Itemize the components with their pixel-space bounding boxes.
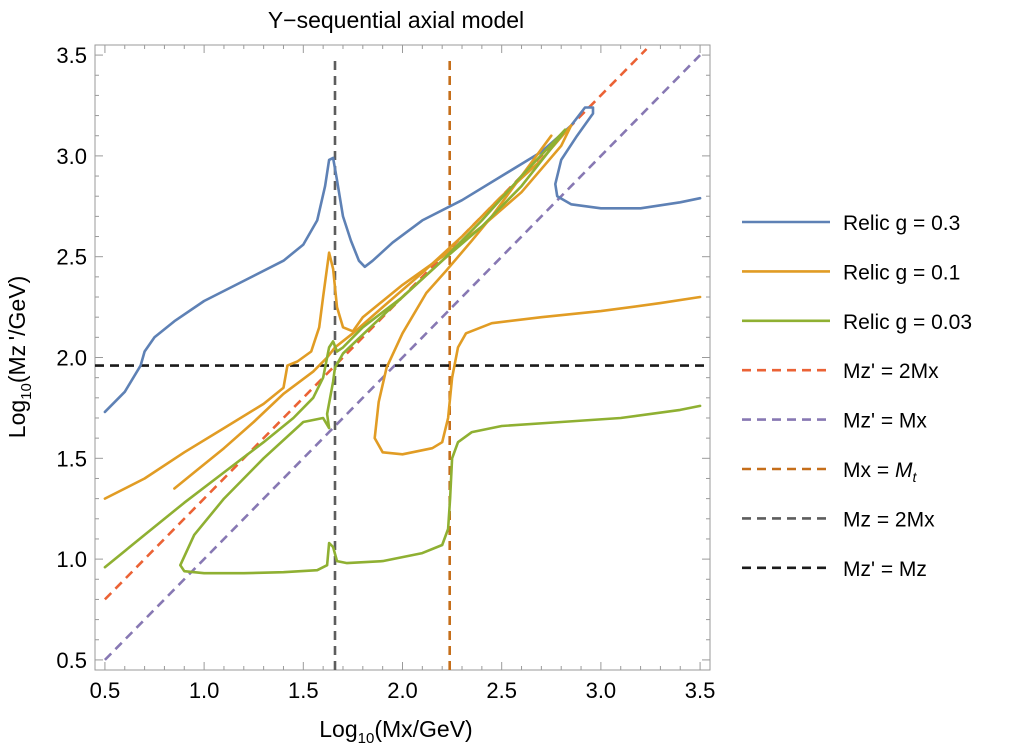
- y-tick-label: 2.5: [56, 245, 87, 270]
- x-tick-label: 2.5: [486, 678, 517, 703]
- legend-label-5: Mx = Mt: [843, 459, 917, 485]
- series-line-3-0: [103, 48, 648, 601]
- x-tick-label: 1.0: [189, 678, 220, 703]
- series-line-1-2: [373, 134, 702, 456]
- y-tick-label: 1.0: [56, 547, 87, 572]
- x-tick-label: 1.5: [288, 678, 319, 703]
- y-tick-label: 0.5: [56, 648, 87, 673]
- x-axis-label: Log10(Mx/GeV): [319, 716, 472, 747]
- x-tick-label: 3.5: [685, 678, 716, 703]
- chart-title: Y−sequential axial model: [268, 7, 524, 33]
- x-tick-label: 0.5: [90, 678, 121, 703]
- x-tick-label: 2.0: [387, 678, 418, 703]
- axis-ticks: 0.5 1.0 1.5 2.0 2.5 3.0 3.5 0.5 1.0 1.5 2.0 2.5 3.0 3…: [56, 43, 715, 703]
- y-axis-label: Log10(Mz '/GeV): [4, 276, 35, 438]
- series-line-2-0: [103, 128, 567, 569]
- series-line-2-1: [179, 128, 702, 575]
- legend-label-3: Mz' = 2Mx: [843, 360, 939, 383]
- legend-label-6: Mz = 2Mx: [843, 508, 935, 531]
- legend-label-2: Relic g = 0.03: [843, 311, 972, 334]
- series-line-0-0: [103, 106, 702, 414]
- legend-label-0: Relic g = 0.3: [843, 212, 960, 235]
- legend-label-7: Mz' = Mz: [843, 558, 927, 581]
- y-tick-label: 2.0: [56, 346, 87, 371]
- x-tick-label: 3.0: [586, 678, 617, 703]
- legend-label-4: Mz' = Mx: [843, 410, 927, 433]
- legend-label-1: Relic g = 0.1: [843, 261, 960, 284]
- y-tick-label: 1.5: [56, 446, 87, 471]
- series-layer: [95, 48, 710, 670]
- y-tick-label: 3.0: [56, 144, 87, 169]
- legend: Relic g = 0.3 Relic g = 0.1 Relic g = 0.03…: [742, 212, 972, 581]
- series-line-1-1: [173, 124, 573, 490]
- series-line-4-0: [103, 54, 702, 661]
- y-tick-label: 3.5: [56, 43, 87, 68]
